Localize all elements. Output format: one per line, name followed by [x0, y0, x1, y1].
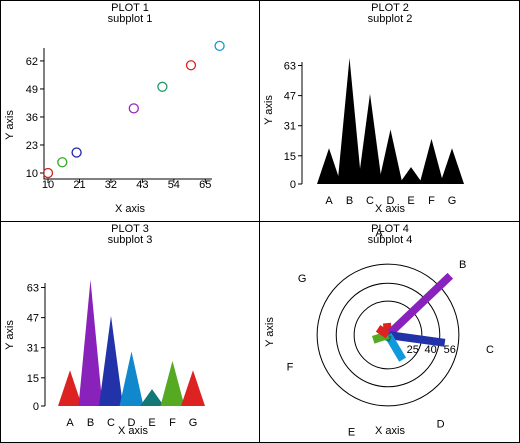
y-tick-label: 15: [284, 151, 296, 163]
y-tick-label: 31: [27, 343, 39, 355]
category-label: B: [87, 417, 94, 429]
scatter-point: [215, 41, 224, 50]
area-2-ticks: 0 15 31 47 63: [284, 61, 302, 191]
area-3-peaks: [58, 280, 205, 406]
y-tick-label: 47: [27, 313, 39, 325]
polar-category-label: A: [375, 227, 383, 239]
scatter-y-label: Y axis: [4, 110, 16, 140]
y-tick-label: 63: [284, 61, 296, 73]
area-3-y-label: Y axis: [4, 320, 16, 350]
polar-category-label: B: [459, 259, 466, 271]
category-label: C: [366, 195, 374, 207]
area-peak: [58, 370, 82, 406]
panel-3-subtitle: subplot 3: [108, 234, 153, 246]
area-peak: [379, 129, 403, 184]
y-tick-label: 15: [27, 373, 39, 385]
scatter-point: [158, 82, 167, 91]
panel-2-frame: [260, 1, 520, 222]
y-tick-label: 36: [26, 112, 38, 124]
polar-category-label: E: [348, 426, 355, 438]
polar-x-label: X axis: [375, 425, 405, 437]
y-tick-label: 0: [33, 401, 39, 413]
polar-y-label: Y axis: [264, 317, 276, 347]
area-3-ticks: 0 15 31 47 63: [27, 283, 45, 413]
polar-bar: [378, 328, 388, 335]
category-label: G: [189, 417, 198, 429]
category-label: C: [107, 417, 115, 429]
area-peak: [79, 280, 103, 406]
panel-2-subtitle: subplot 2: [368, 13, 413, 25]
x-tick-label: 65: [199, 179, 211, 191]
category-label: A: [66, 417, 74, 429]
area-peak: [120, 351, 144, 406]
category-label: G: [448, 195, 457, 207]
area-peak: [338, 58, 362, 184]
polar-category-label: D: [437, 419, 445, 431]
scatter-point: [129, 104, 138, 113]
polar-category-label: G: [298, 273, 307, 285]
y-tick-label: 47: [284, 91, 296, 103]
x-tick-label: 10: [42, 179, 54, 191]
y-tick-label: 10: [26, 168, 38, 180]
category-label: E: [148, 417, 155, 429]
polar-r-ticks: 25 40 56: [407, 344, 456, 356]
y-tick-label: 62: [26, 56, 38, 68]
x-tick-label: 32: [105, 179, 117, 191]
y-tick-label: 31: [284, 121, 296, 133]
y-tick-label: 0: [290, 179, 296, 191]
category-label: B: [346, 195, 353, 207]
scatter-x-label: X axis: [115, 203, 145, 215]
scatter-point: [186, 61, 195, 70]
scatter-point: [72, 148, 81, 157]
panel-1-subtitle: subplot 1: [108, 13, 153, 25]
category-label: A: [325, 195, 333, 207]
area-2-y-label: Y axis: [263, 95, 275, 125]
area-peak: [140, 389, 164, 406]
polar-r-tick-label: 40: [425, 344, 437, 356]
scatter-point: [44, 169, 53, 178]
area-peak: [420, 139, 444, 184]
scatter-points: [44, 41, 225, 177]
polar-bar: [388, 276, 450, 335]
area-peak: [99, 316, 123, 406]
category-label: E: [407, 195, 414, 207]
polar-r-tick-label: 56: [444, 344, 456, 356]
panel-3-frame: [1, 222, 260, 443]
area-peak: [317, 148, 341, 184]
area-2-peaks: [317, 58, 464, 184]
x-tick-label: 43: [136, 179, 148, 191]
scatter-point: [58, 158, 67, 167]
area-peak: [181, 370, 205, 406]
area-peak: [161, 361, 185, 406]
x-tick-label: 54: [168, 179, 180, 191]
polar-category-label: F: [287, 362, 294, 374]
category-label: F: [428, 195, 435, 207]
y-tick-label: 49: [26, 84, 38, 96]
area-peak: [358, 94, 382, 184]
x-tick-label: 21: [73, 179, 85, 191]
polar-r-tick-label: 25: [407, 344, 419, 356]
polar-bar-chart: A B C D E F G 25 40 56 X axis Y axis: [264, 227, 494, 438]
scatter-chart: 10 21 32 43 54 65 10 23 36 49 62 X axis Y axis: [4, 41, 224, 215]
area-3-x-label: X axis: [118, 425, 148, 437]
y-tick-label: 63: [27, 283, 39, 295]
scatter-ticks: 10 21 32 43 54 65 10 23 36 49 62: [26, 56, 212, 191]
y-tick-label: 23: [26, 140, 38, 152]
polar-category-label: C: [486, 344, 494, 356]
area-peak: [399, 167, 423, 184]
category-label: F: [169, 417, 176, 429]
area-2-x-label: X axis: [375, 203, 405, 215]
area-peak: [440, 148, 464, 184]
